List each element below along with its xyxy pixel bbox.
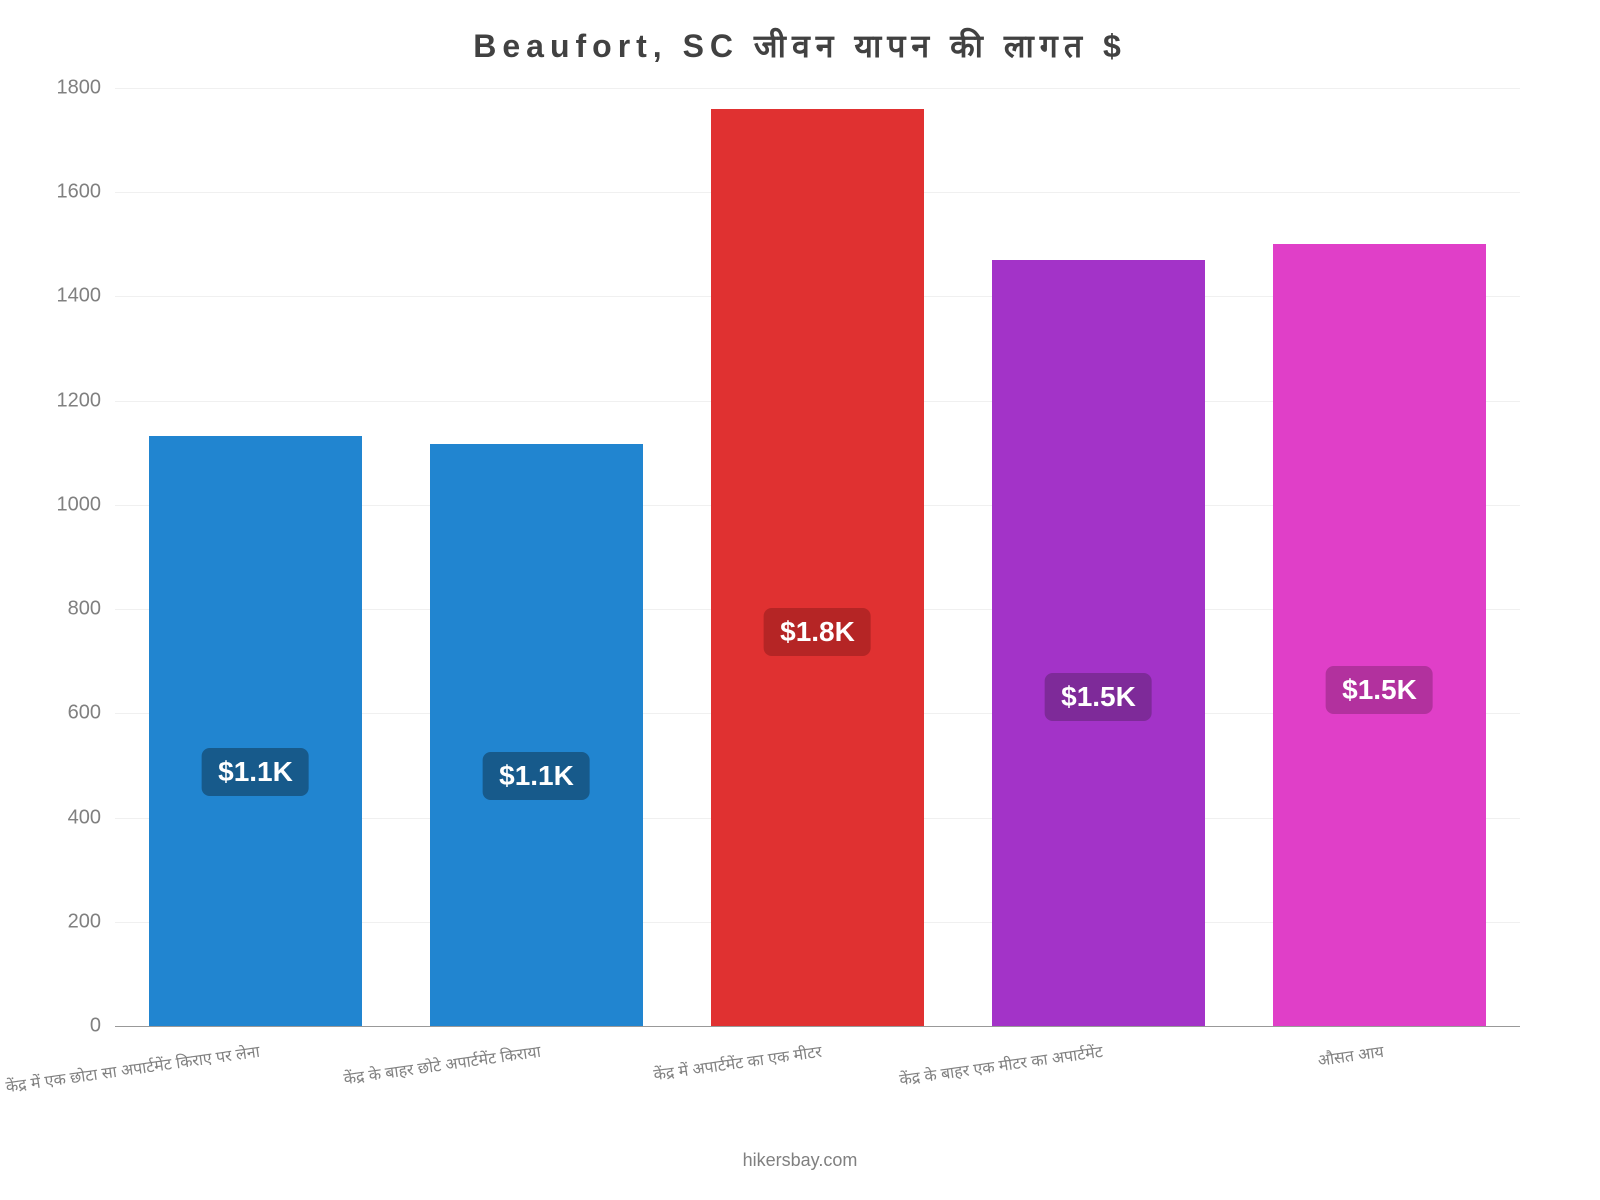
y-tick-label: 800 (68, 598, 115, 621)
bar: $1.1K (149, 436, 361, 1026)
chart-title: Beaufort, SC जीवन यापन की लागत $ (0, 24, 1600, 67)
bar-fill (711, 109, 923, 1026)
value-badge: $1.5K (1326, 666, 1433, 714)
y-tick-label: 0 (90, 1015, 115, 1038)
plot-area: 020040060080010001200140016001800$1.1Kके… (115, 88, 1520, 1026)
value-badge: $1.1K (202, 748, 309, 796)
source-attribution: hikersbay.com (0, 1150, 1600, 1171)
y-tick-label: 1600 (57, 181, 116, 204)
y-tick-label: 1000 (57, 493, 116, 516)
value-badge: $1.5K (1045, 673, 1152, 721)
bar: $1.1K (430, 444, 642, 1026)
y-tick-label: 200 (68, 910, 115, 933)
bar: $1.5K (992, 260, 1204, 1026)
bar-fill (430, 444, 642, 1026)
y-tick-label: 600 (68, 702, 115, 725)
value-badge: $1.8K (764, 608, 871, 656)
y-tick-label: 400 (68, 806, 115, 829)
y-tick-label: 1800 (57, 77, 116, 100)
bar: $1.5K (1273, 244, 1485, 1026)
value-badge: $1.1K (483, 752, 590, 800)
y-tick-label: 1200 (57, 389, 116, 412)
grid-line (115, 88, 1520, 89)
chart-container: Beaufort, SC जीवन यापन की लागत $ 0200400… (0, 0, 1600, 1200)
bar-fill (1273, 244, 1485, 1026)
y-tick-label: 1400 (57, 285, 116, 308)
bar-fill (992, 260, 1204, 1026)
bar-fill (149, 436, 361, 1026)
bar: $1.8K (711, 109, 923, 1026)
